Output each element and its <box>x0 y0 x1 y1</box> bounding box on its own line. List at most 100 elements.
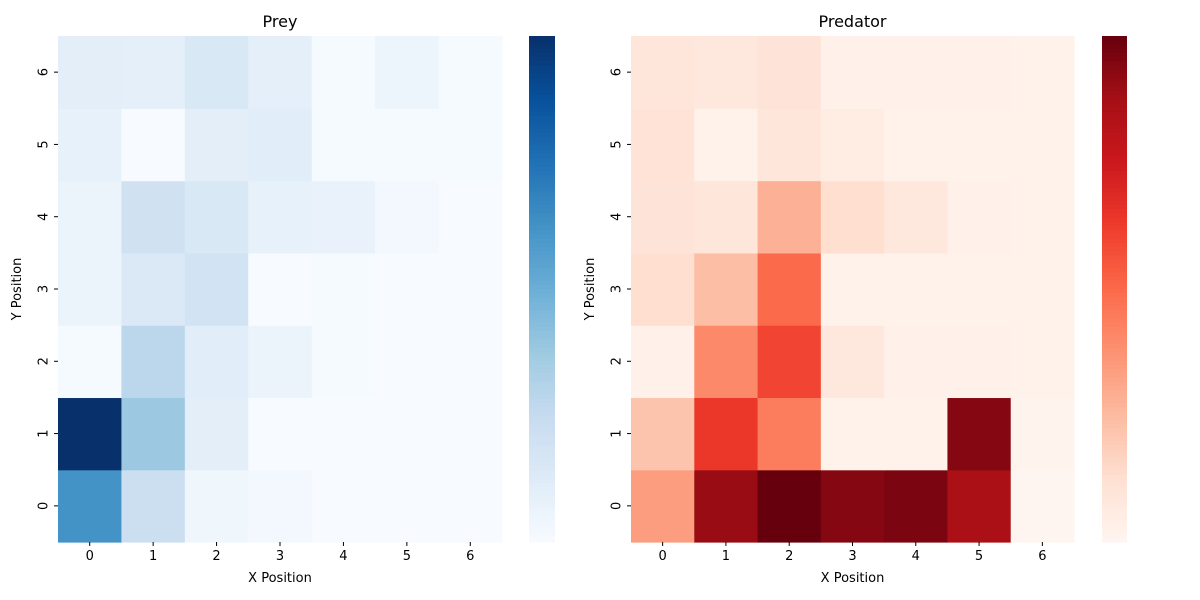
heatmap-cell <box>58 325 123 399</box>
colorbar-strip <box>529 445 555 450</box>
colorbar-strip <box>529 120 555 126</box>
colorbar-strip <box>529 36 555 41</box>
colorbar-strip <box>1102 192 1127 197</box>
heatmap-cell <box>884 108 949 182</box>
colorbar-strip <box>1102 466 1127 471</box>
colorbar-strip <box>1102 504 1127 509</box>
heatmap-cell <box>694 397 759 471</box>
colorbar-strip <box>529 57 555 62</box>
colorbar-strip <box>1102 78 1127 83</box>
colorbar-strip <box>529 377 555 383</box>
heatmap-cell <box>884 397 949 471</box>
colorbar-strip <box>1102 356 1127 362</box>
colorbar-strip <box>529 360 555 366</box>
colorbar-strip <box>529 263 555 269</box>
colorbar-strip <box>1102 124 1127 130</box>
colorbar-strip <box>1102 301 1127 307</box>
colorbar-strip <box>529 183 555 189</box>
colorbar-strip <box>1102 428 1127 433</box>
heatmap-cell <box>438 36 503 109</box>
y-tick-label: 2 <box>37 357 52 365</box>
heatmap-cell <box>631 108 695 182</box>
heatmap-cell <box>694 180 759 254</box>
heatmap-cell <box>58 252 123 326</box>
colorbar-strip <box>529 339 555 345</box>
colorbar-strip <box>1102 322 1127 328</box>
colorbar-strip <box>529 466 555 471</box>
x-tick-label: 1 <box>722 549 730 564</box>
colorbar-strip <box>1102 423 1127 429</box>
heatmap-cell <box>757 36 822 109</box>
colorbar-strip <box>529 314 555 320</box>
colorbar-strip <box>529 390 555 395</box>
y-tick-label: 3 <box>37 285 52 293</box>
colorbar-strip <box>529 99 555 104</box>
colorbar-strip <box>529 508 555 513</box>
heatmap-cell <box>820 397 885 471</box>
colorbar-strip <box>529 525 555 530</box>
colorbar-strip <box>529 69 555 75</box>
colorbar-strip <box>1102 369 1127 374</box>
colorbar-strip <box>529 175 555 180</box>
heatmap-cell <box>58 36 123 109</box>
colorbar-strip <box>529 52 555 58</box>
colorbar-strip <box>1102 48 1127 54</box>
heatmap-cell <box>58 397 123 471</box>
colorbar-strip <box>529 86 555 92</box>
x-axis-label: X Position <box>248 571 312 586</box>
colorbar-strip <box>1102 187 1127 193</box>
colorbar-strip <box>529 267 555 273</box>
colorbar-strip <box>529 213 555 218</box>
heatmap-cell <box>1010 325 1075 399</box>
heatmap-cell <box>184 252 249 326</box>
colorbar-strip <box>529 373 555 379</box>
colorbar-strip <box>529 453 555 459</box>
heatmap-cell <box>631 252 695 326</box>
colorbar-strip <box>529 301 555 307</box>
heatmap-cell <box>375 36 440 109</box>
colorbar-strip <box>1102 398 1127 404</box>
heatmap-cell <box>58 180 123 254</box>
heatmap-cell <box>947 36 1012 109</box>
heatmap-cell <box>121 108 186 182</box>
heatmap-cell <box>631 325 695 399</box>
heatmap-cell <box>631 397 695 471</box>
heatmap-cell <box>631 180 695 254</box>
colorbar-strip <box>529 520 555 526</box>
heatmap-cell <box>184 36 249 109</box>
colorbar-strip <box>529 229 555 235</box>
heatmap-cell <box>375 252 440 326</box>
colorbar-strip <box>529 234 555 239</box>
heatmap-cell <box>884 252 949 326</box>
colorbar-strip <box>529 107 555 113</box>
colorbar-strip <box>1102 229 1127 235</box>
colorbar-strip <box>1102 453 1127 459</box>
colorbar-strip <box>529 280 555 286</box>
colorbar-strip <box>1102 533 1127 539</box>
colorbar-strip <box>1102 36 1127 41</box>
y-tick-label: 1 <box>37 429 52 437</box>
x-tick-label: 4 <box>339 549 347 564</box>
heatmap-cell <box>375 325 440 399</box>
heatmap-cell <box>1010 180 1075 254</box>
colorbar-strip <box>1102 436 1127 442</box>
heatmap-cell <box>438 325 503 399</box>
y-tick-label: 0 <box>37 502 52 510</box>
colorbar-strip <box>1102 394 1127 400</box>
colorbar-strip <box>1102 377 1127 383</box>
colorbar-strip <box>1102 390 1127 395</box>
colorbar-strip <box>529 423 555 429</box>
heatmap-cell <box>248 108 313 182</box>
heatmap-cell <box>757 469 822 543</box>
colorbar-strip <box>529 318 555 324</box>
colorbar-strip <box>529 128 555 134</box>
colorbar-strip <box>529 90 555 96</box>
x-tick-label: 1 <box>149 549 157 564</box>
colorbar-strip <box>1102 284 1127 290</box>
colorbar-strip <box>1102 52 1127 58</box>
colorbar-strip <box>529 537 555 543</box>
y-tick-label: 2 <box>610 357 625 365</box>
colorbar-strip <box>1102 326 1127 332</box>
colorbar-strip <box>529 352 555 357</box>
colorbar-strip <box>1102 267 1127 273</box>
